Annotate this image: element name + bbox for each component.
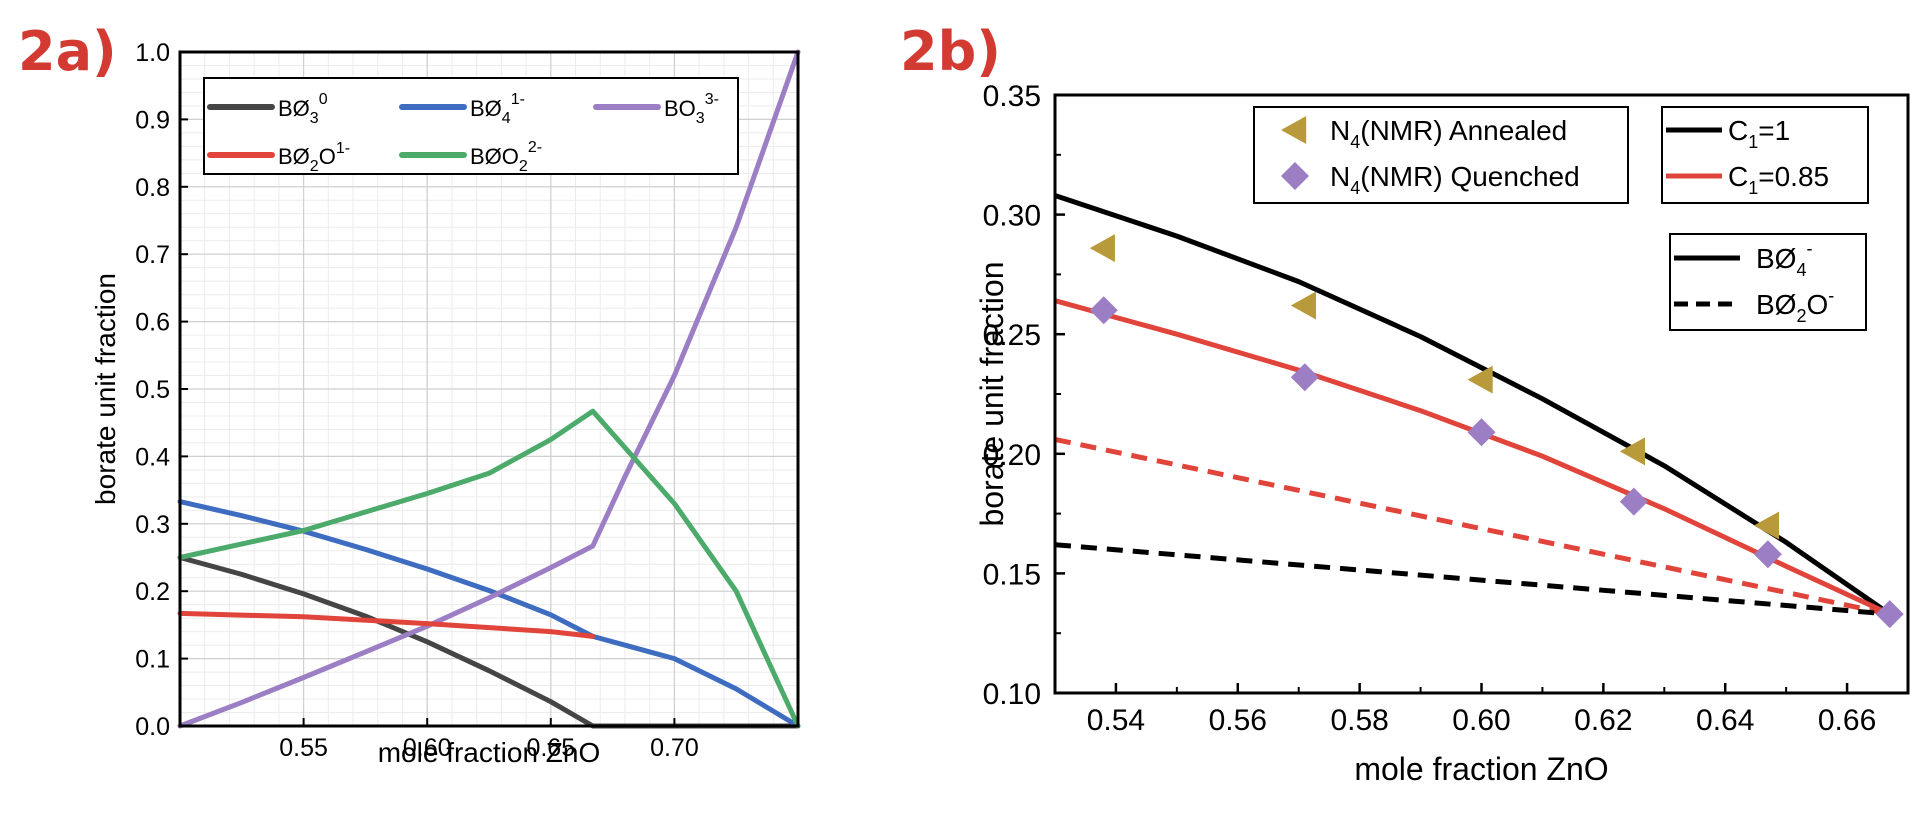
series-line-3 [1055, 436, 1891, 617]
legend: BØ30 BØ41- BO33- BØ2O1- BØO22- [203, 77, 739, 175]
y-tick-label: 0.0 [135, 713, 170, 741]
panel-label-b: 2b) [900, 20, 1001, 83]
y-tick-label: 0.1 [135, 646, 170, 674]
series-line-4 [177, 610, 596, 639]
y-tick-label: 0.10 [983, 678, 1041, 711]
legend-box [1253, 106, 1629, 204]
quenched-marker [1290, 363, 1319, 392]
x-tick-label: 0.62 [1574, 704, 1632, 737]
quenched-marker [1619, 487, 1648, 516]
legend-label: C1=0.85 [1728, 161, 1829, 198]
legend-label: N4(NMR) Quenched [1330, 161, 1580, 198]
y-tick-label: 1.0 [135, 39, 170, 67]
legend-markers: N4(NMR) Annealed N4(NMR) Quenched [1253, 106, 1629, 204]
quenched-marker [1875, 600, 1904, 629]
legend-label: BØ2O1- [278, 140, 350, 175]
quenched-marker [1753, 540, 1782, 569]
legend-c1: C1=1 C1=0.85 [1661, 106, 1869, 204]
legend-label: BO33- [664, 91, 719, 127]
y-tick-label: 0.8 [135, 174, 170, 202]
y-tick-label: 0.35 [983, 80, 1041, 113]
x-axis-label: mole fraction ZnO [1354, 751, 1608, 787]
x-tick-label: 0.54 [1087, 704, 1145, 737]
y-tick-label: 0.30 [983, 200, 1041, 233]
x-tick-label: 0.65 [526, 734, 575, 762]
x-tick-label: 0.70 [650, 734, 699, 762]
y-tick-label: 0.6 [135, 309, 170, 337]
y-tick-label: 0.25 [983, 319, 1041, 352]
x-tick-label: 0.56 [1209, 704, 1267, 737]
x-tick-label: 0.60 [403, 734, 452, 762]
series-line-2 [1055, 298, 1891, 617]
y-tick-label: 0.3 [135, 511, 170, 539]
y-tick-label: 0.2 [135, 578, 170, 606]
chart-2b: 0.54 0.56 0.58 0.60 0.62 0.64 0.66 0.10 0.15 0.20… [974, 80, 1910, 787]
annealed-marker [1619, 437, 1646, 466]
annealed-marker [1467, 365, 1493, 394]
legend-label: BØO22- [470, 139, 542, 175]
legend-label: BØ30 [278, 91, 328, 127]
x-tick-label: 0.60 [1452, 704, 1510, 737]
legend-label: BØ2O- [1756, 285, 1834, 326]
series-line-4 [1055, 542, 1890, 617]
x-axis-label: mole fraction ZnO [378, 737, 601, 768]
quenched-marker [1089, 296, 1118, 325]
x-tick-label: 0.64 [1696, 704, 1754, 737]
quenched-marker [1467, 418, 1496, 447]
x-tick-label: 0.58 [1330, 704, 1388, 737]
legend-box [1661, 106, 1869, 204]
legend-marker [1281, 116, 1307, 144]
legend-styles: BØ4-BØ2O- [1669, 233, 1867, 331]
series-line-5 [177, 408, 801, 729]
legend-label: N4(NMR) Annealed [1330, 115, 1567, 152]
y-tick-label: 0.5 [135, 376, 170, 404]
chart-2a: 0.55 0.60 0.65 0.70 0.0 0.1 0.2 0.3 0.4 0.5 0.6 0.7… [90, 39, 801, 768]
series-line-2 [177, 499, 801, 729]
x-tick-label: 0.66 [1818, 704, 1876, 737]
legend-label: C1=1 [1728, 115, 1790, 152]
legend-label: BØ4- [1756, 239, 1812, 281]
y-tick-label: 0.4 [135, 443, 170, 471]
y-tick-label: 0.7 [135, 241, 170, 269]
legend-box [1669, 233, 1867, 331]
legend-marker [1281, 162, 1309, 190]
annealed-marker [1290, 291, 1317, 320]
x-tick-label: 0.55 [279, 734, 328, 762]
y-axis-label: borate unit fraction [90, 273, 121, 505]
y-tick-label: 0.20 [983, 439, 1041, 472]
y-axis-label: borate unit fraction [974, 261, 1010, 526]
y-tick-label: 0.15 [983, 558, 1041, 591]
panel-label-a: 2a) [18, 20, 117, 83]
series-line-3 [177, 49, 801, 729]
annealed-marker [1753, 511, 1780, 540]
series-line-1 [177, 555, 801, 729]
annealed-marker [1089, 234, 1115, 263]
y-tick-label: 0.9 [135, 106, 170, 134]
legend-label: BØ41- [470, 91, 525, 127]
legend-box [203, 77, 739, 175]
